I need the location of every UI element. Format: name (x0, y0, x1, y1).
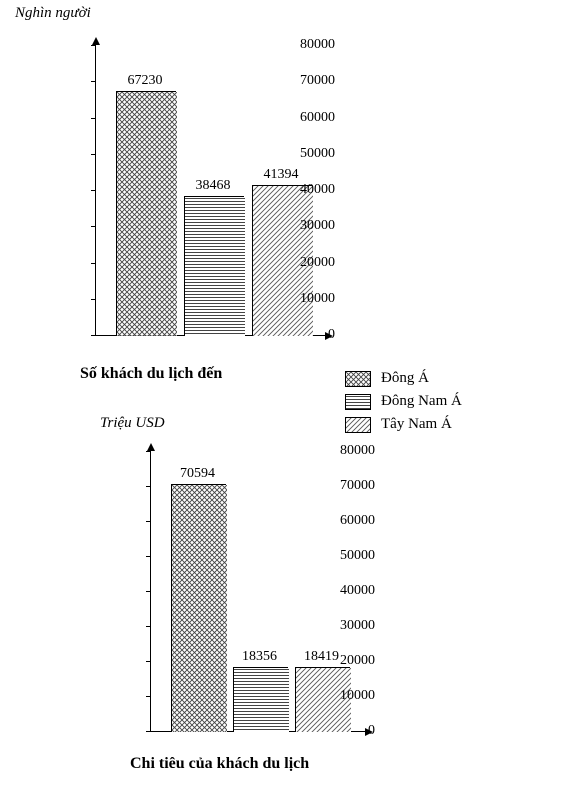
legend-label: Tây Nam Á (381, 416, 452, 433)
legend-swatch-icon (345, 371, 371, 387)
y-tick-mark (91, 263, 95, 264)
y-tick-mark (146, 556, 150, 557)
y-tick-label: 60000 (263, 110, 335, 126)
bar-value-label: 38468 (196, 178, 231, 194)
bar-value-label: 18419 (304, 649, 339, 665)
legend-item: Tây Nam Á (345, 416, 462, 433)
legend-item: Đông Á (345, 370, 462, 387)
y-tick-mark (146, 731, 150, 732)
y-tick-label: 30000 (288, 618, 375, 634)
bar-value-label: 70594 (180, 466, 215, 482)
y-tick-mark (91, 226, 95, 227)
y-tick-mark (146, 451, 150, 452)
y-tick-label: 10000 (263, 291, 335, 307)
chart-title: Chi tiêu của khách du lịch (130, 755, 309, 773)
y-tick-mark (146, 696, 150, 697)
y-tick-label: 0 (263, 327, 335, 343)
y-tick-label: 50000 (263, 146, 335, 162)
y-tick-mark (91, 154, 95, 155)
y-tick-mark (91, 299, 95, 300)
y-tick-mark (91, 190, 95, 191)
y-tick-mark (91, 335, 95, 336)
y-tick-label: 30000 (263, 218, 335, 234)
y-tick-label: 20000 (263, 255, 335, 271)
chart-tourists: Nghìn người 0 10000 20000 30000 40000 50000 600… (15, 5, 335, 400)
y-tick-mark (146, 486, 150, 487)
y-axis-arrow-icon (147, 443, 155, 451)
y-tick-label: 40000 (263, 182, 335, 198)
bar-value-label: 18356 (242, 649, 277, 665)
bar (233, 667, 288, 731)
bar (116, 91, 176, 335)
y-tick-label: 10000 (288, 688, 375, 704)
y-tick-label: 70000 (263, 73, 335, 89)
y-tick-mark (91, 118, 95, 119)
y-tick-label: 70000 (288, 478, 375, 494)
y-axis-title: Nghìn người (15, 5, 91, 22)
y-tick-label: 80000 (288, 443, 375, 459)
y-tick-label: 40000 (288, 583, 375, 599)
legend-swatch-icon (345, 417, 371, 433)
y-tick-mark (146, 626, 150, 627)
y-tick-mark (146, 661, 150, 662)
y-tick-mark (146, 591, 150, 592)
y-tick-mark (146, 521, 150, 522)
y-tick-label: 50000 (288, 548, 375, 564)
bar-value-label: 67230 (128, 73, 163, 89)
chart-spending: Triệu USD0100002000030000400005000060000… (55, 415, 375, 785)
legend-label: Đông Á (381, 370, 429, 387)
y-tick-mark (91, 81, 95, 82)
y-tick-label: 80000 (263, 37, 335, 53)
y-axis-arrow-icon (92, 37, 100, 45)
y-tick-mark (91, 45, 95, 46)
bar (184, 196, 244, 335)
legend-label: Đông Nam Á (381, 393, 462, 410)
bar (171, 484, 226, 731)
legend: Đông Á Đông Nam Á Tây Nam Á (345, 370, 462, 439)
bar-value-label: 41394 (264, 167, 299, 183)
chart-title: Số khách du lịch đến (80, 365, 222, 383)
legend-item: Đông Nam Á (345, 393, 462, 410)
legend-swatch-icon (345, 394, 371, 410)
y-tick-label: 0 (288, 723, 375, 739)
y-axis-title: Triệu USD (100, 415, 165, 432)
y-tick-label: 60000 (288, 513, 375, 529)
